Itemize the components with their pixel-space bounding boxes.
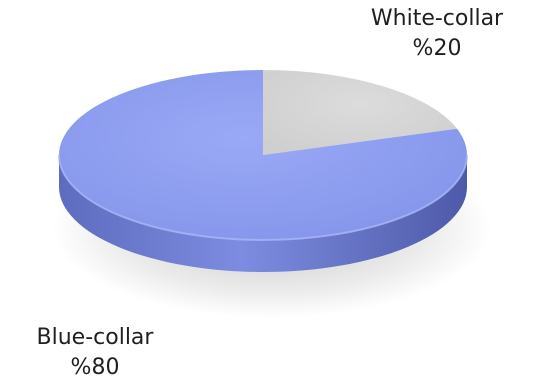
slice-label-blue-collar: Blue-collar %80 xyxy=(0,323,190,383)
slice-label-white-collar: White-collar %20 xyxy=(342,4,532,64)
slice-label-name: White-collar xyxy=(342,4,532,34)
pie-tops xyxy=(59,70,467,240)
slice-label-value: %20 xyxy=(342,34,532,64)
slice-label-name: Blue-collar xyxy=(0,323,190,353)
slice-label-value: %80 xyxy=(0,353,190,383)
